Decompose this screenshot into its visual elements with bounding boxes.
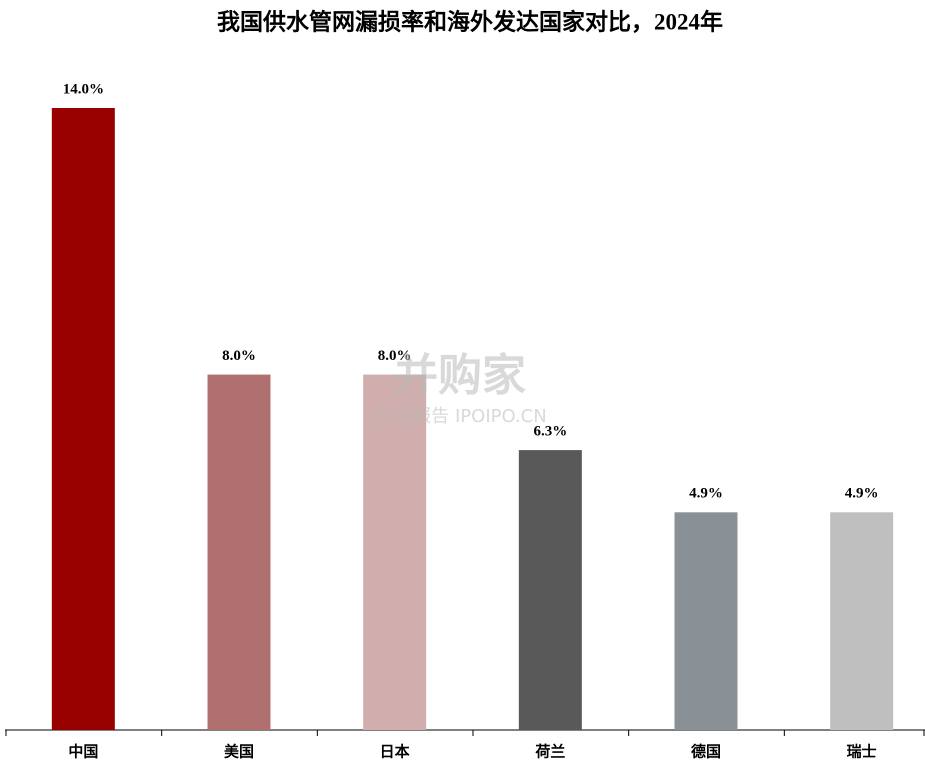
value-label: 14.0% — [63, 81, 104, 97]
value-label: 6.3% — [533, 424, 567, 440]
watermark: 并购家 — [394, 350, 526, 401]
bar — [518, 450, 582, 730]
x-tick-label: 日本 — [380, 742, 410, 760]
x-tick-label: 瑞士 — [847, 742, 877, 760]
chart-title: 我国供水管网漏损率和海外发达国家对比，2024年 — [217, 8, 723, 34]
bar — [207, 374, 271, 730]
value-label: 8.0% — [222, 348, 256, 364]
x-tick-label: 中国 — [68, 742, 98, 760]
x-tick-label: 美国 — [224, 742, 254, 760]
watermark: 行业报告 IPOIPO.CN — [377, 406, 546, 427]
bar — [674, 512, 738, 730]
x-tick-label: 德国 — [691, 742, 721, 760]
bar — [830, 512, 894, 730]
bar — [51, 108, 115, 730]
value-label: 4.9% — [689, 486, 723, 502]
x-tick-label: 荷兰 — [535, 742, 565, 760]
bar — [363, 374, 427, 730]
value-label: 4.9% — [845, 486, 879, 502]
value-label: 8.0% — [378, 348, 412, 364]
